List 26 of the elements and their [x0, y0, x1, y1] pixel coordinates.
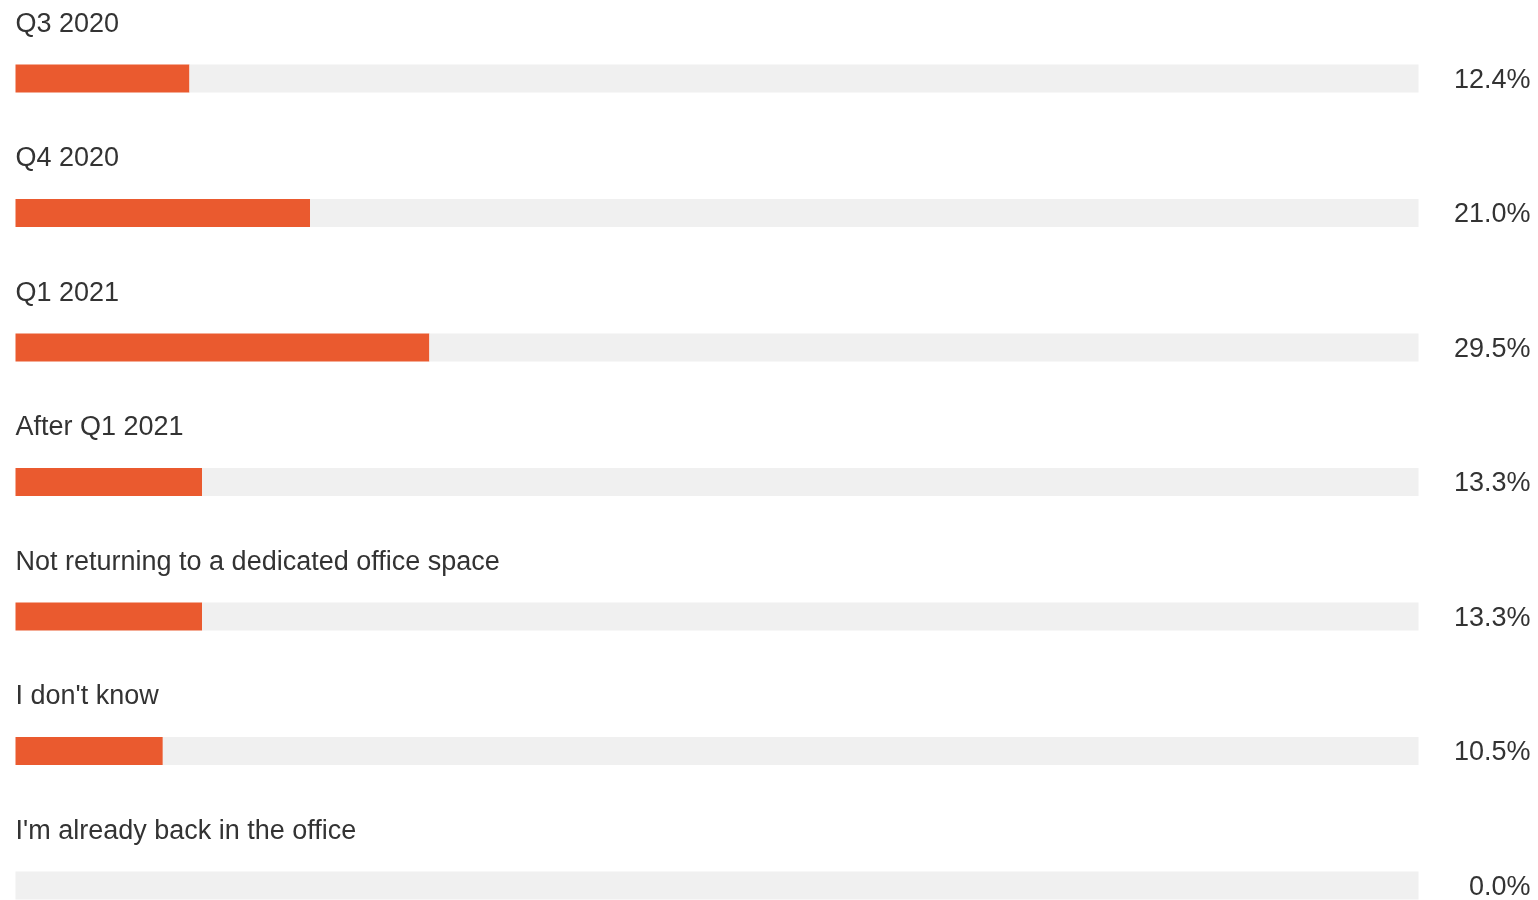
- bar: [429, 333, 1419, 362]
- y-tick-label: I'm already back in the office: [15, 814, 357, 845]
- bar: [15, 737, 163, 765]
- y-tick-label: After Q1 2021: [15, 411, 184, 441]
- bar: [162, 737, 1419, 765]
- data-label: 12.4%: [1453, 63, 1531, 94]
- data-label: 13.3%: [1453, 467, 1531, 497]
- data-label: 13.3%: [1453, 601, 1531, 632]
- y-tick-label: Not returning to a dedicated office space: [15, 545, 500, 576]
- data-label: 10.5%: [1453, 736, 1531, 766]
- bar: [189, 64, 1419, 93]
- bar: [202, 468, 1419, 496]
- y-tick-label: Q4 2020: [15, 142, 120, 172]
- y-tick-label: Q3 2020: [15, 7, 120, 38]
- bar: [15, 199, 311, 227]
- bar: [15, 64, 190, 93]
- data-label: 0.0%: [1468, 870, 1531, 900]
- data-label: 29.5%: [1453, 332, 1531, 363]
- bar: [15, 468, 203, 496]
- bar: [310, 199, 1419, 227]
- bar: [202, 602, 1419, 631]
- y-tick-label: I don't know: [15, 680, 160, 710]
- y-tick-label: Q1 2021: [15, 276, 120, 307]
- bar: [15, 602, 203, 631]
- bar: [15, 333, 430, 362]
- data-label: 21.0%: [1453, 198, 1531, 228]
